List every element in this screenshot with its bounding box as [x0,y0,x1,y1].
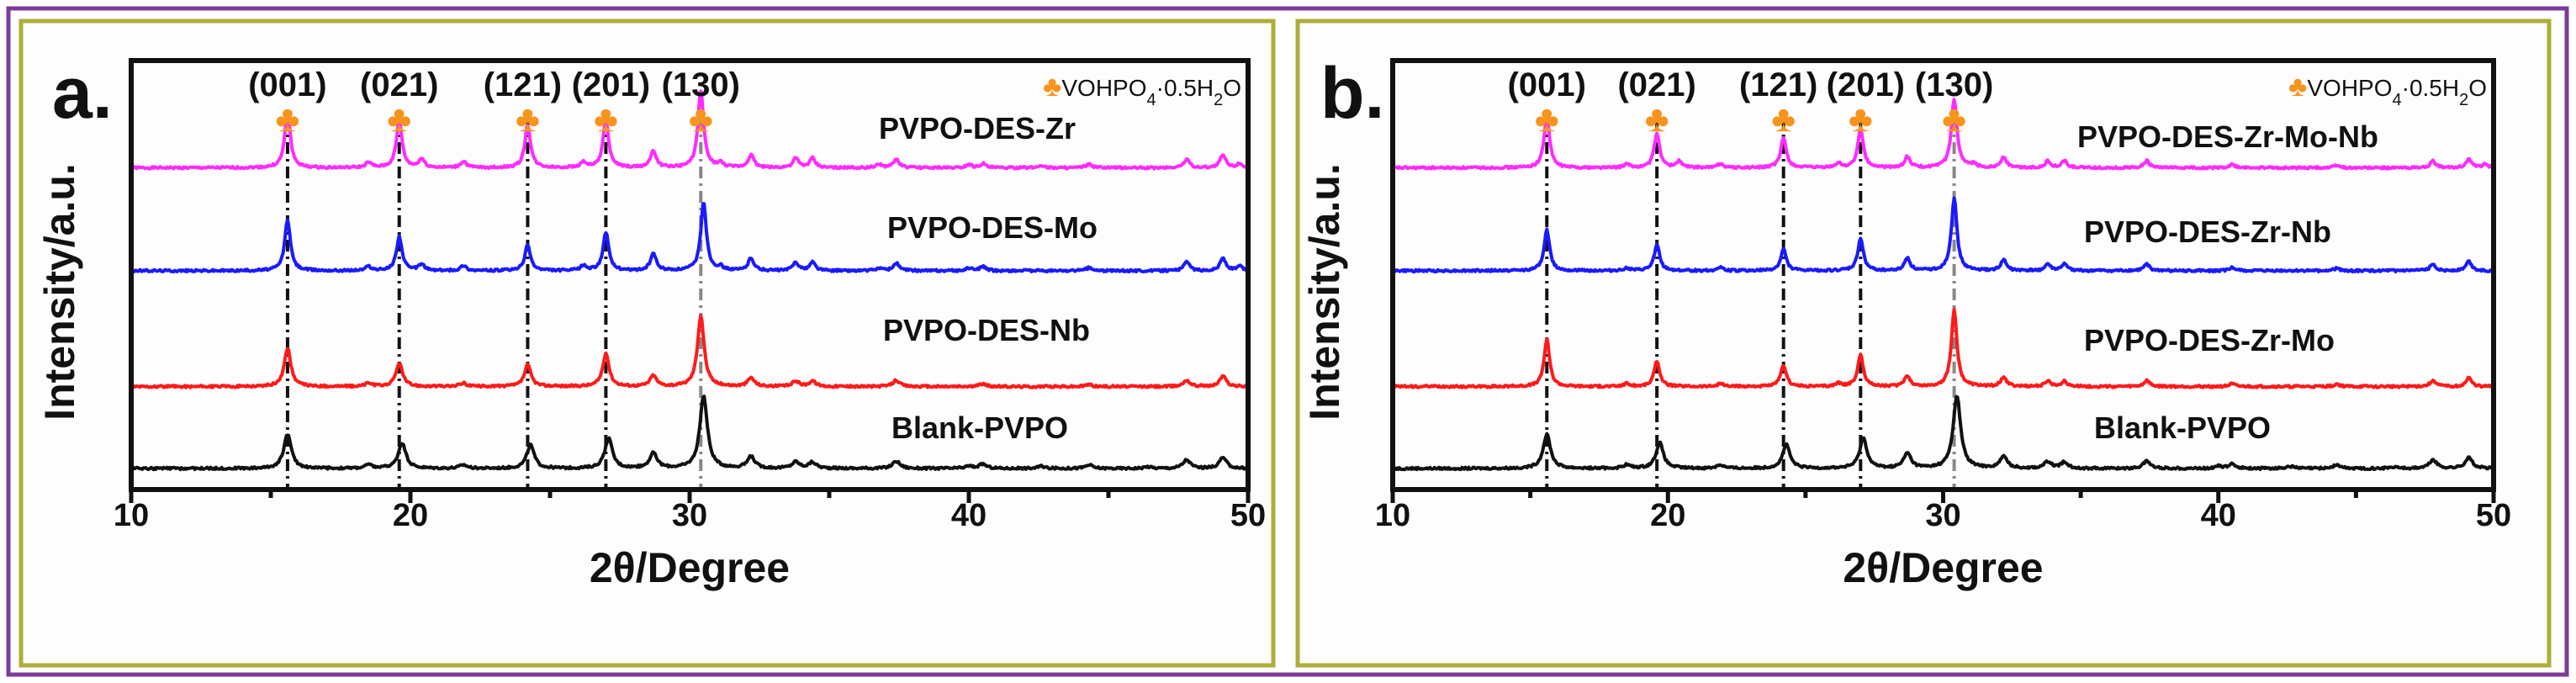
legend-text: VOHPO [1061,75,1146,101]
legend-club-icon: ♣ [1043,71,1061,103]
club-marker-icon: ♣ [1535,98,1559,140]
series-line-blank-pvpo [131,394,1248,472]
hkl-label: (121) [1739,66,1817,103]
legend-text: O [1223,75,1241,101]
series-line-pvpo-des-mo [131,202,1248,274]
x-tick-label: 10 [114,498,149,533]
series-label: PVPO-DES-Nb [883,313,1090,347]
club-marker-icon: ♣ [387,98,411,140]
hkl-label: (201) [1827,66,1905,103]
hkl-label: (130) [662,66,740,103]
club-marker-icon: ♣ [1645,98,1669,140]
x-tick-label: 30 [672,498,707,533]
club-marker-icon: ♣ [1849,98,1873,140]
hkl-label: (201) [572,66,650,103]
club-marker-icon: ♣ [689,98,713,140]
legend-subscript: 4 [1147,91,1156,109]
hkl-label: (021) [360,66,438,103]
x-tick-label: 20 [393,498,428,533]
club-marker-icon: ♣ [275,98,299,140]
x-tick-label: 40 [2201,498,2236,533]
legend-club-icon: ♣ [2288,71,2307,103]
panel-letter: a. [52,53,113,134]
series-line-pvpo-des-nb [131,314,1248,389]
series-line-pvpo-des-zr-mo [1393,307,2494,389]
club-marker-icon: ♣ [594,98,618,140]
legend-subscript: 4 [2393,91,2402,109]
panel-border [1295,19,2552,668]
panel-a: PVPO-DES-Zr PVPO-DES-Mo PVPO-DES-Nb Blank-P… [19,19,1276,668]
legend-subscript: 2 [2459,91,2468,109]
series-line-pvpo-des-zr-mo-nb [1393,98,2494,171]
outer-border [6,6,2569,677]
series-label: PVPO-DES-Zr-Mo [2084,323,2335,357]
x-tick-label: 10 [1375,498,1410,533]
panel-b: PVPO-DES-Zr-Mo-Nb PVPO-DES-Zr-Nb PVPO-DES-… [1295,19,2552,668]
x-tick-label: 20 [1650,498,1685,533]
series-line-pvpo-des-zr [131,89,1248,171]
series-label: PVPO-DES-Zr-Nb [2084,214,2331,249]
x-axis-label: 2θ/Degree [590,544,790,591]
x-tick-label: 50 [1230,498,1266,533]
legend: ♣VOHPO4·0.5H2O [1043,71,1241,109]
panel-letter: b. [1320,53,1384,134]
club-marker-icon: ♣ [516,98,540,140]
series-label: PVPO-DES-Zr-Mo-Nb [2077,119,2378,154]
hkl-label: (001) [248,66,326,103]
series-line-blank-pvpo [1393,394,2494,472]
panel-border [19,19,1276,668]
hkl-label: (130) [1915,66,1993,103]
y-axis-label: Intensity/a.u. [36,163,83,421]
hkl-label: (021) [1617,66,1695,103]
hkl-label: (121) [484,66,562,103]
series-line-pvpo-des-zr-nb [1393,196,2494,274]
series-label: PVPO-DES-Zr [879,111,1076,146]
legend: ♣VOHPO4·0.5H2O [2288,71,2487,109]
club-marker-icon: ♣ [1771,98,1796,140]
series-label: Blank-PVPO [891,410,1068,445]
y-axis-label: Intensity/a.u. [1301,163,1348,421]
x-tick-label: 30 [1925,498,1960,533]
legend-subscript: 2 [1214,91,1223,109]
hkl-label: (001) [1508,66,1586,103]
x-tick-label: 50 [2476,498,2511,533]
x-axis-label: 2θ/Degree [1843,544,2043,591]
legend-text: O [2468,75,2487,101]
legend-text: ·0.5H [1156,75,1214,101]
club-marker-icon: ♣ [1942,98,1966,140]
legend-text: ·0.5H [2402,75,2459,101]
series-label: PVPO-DES-Mo [887,210,1098,245]
series-label: Blank-PVPO [2094,410,2271,445]
legend-text: VOHPO [2307,75,2392,101]
x-tick-label: 40 [951,498,986,533]
